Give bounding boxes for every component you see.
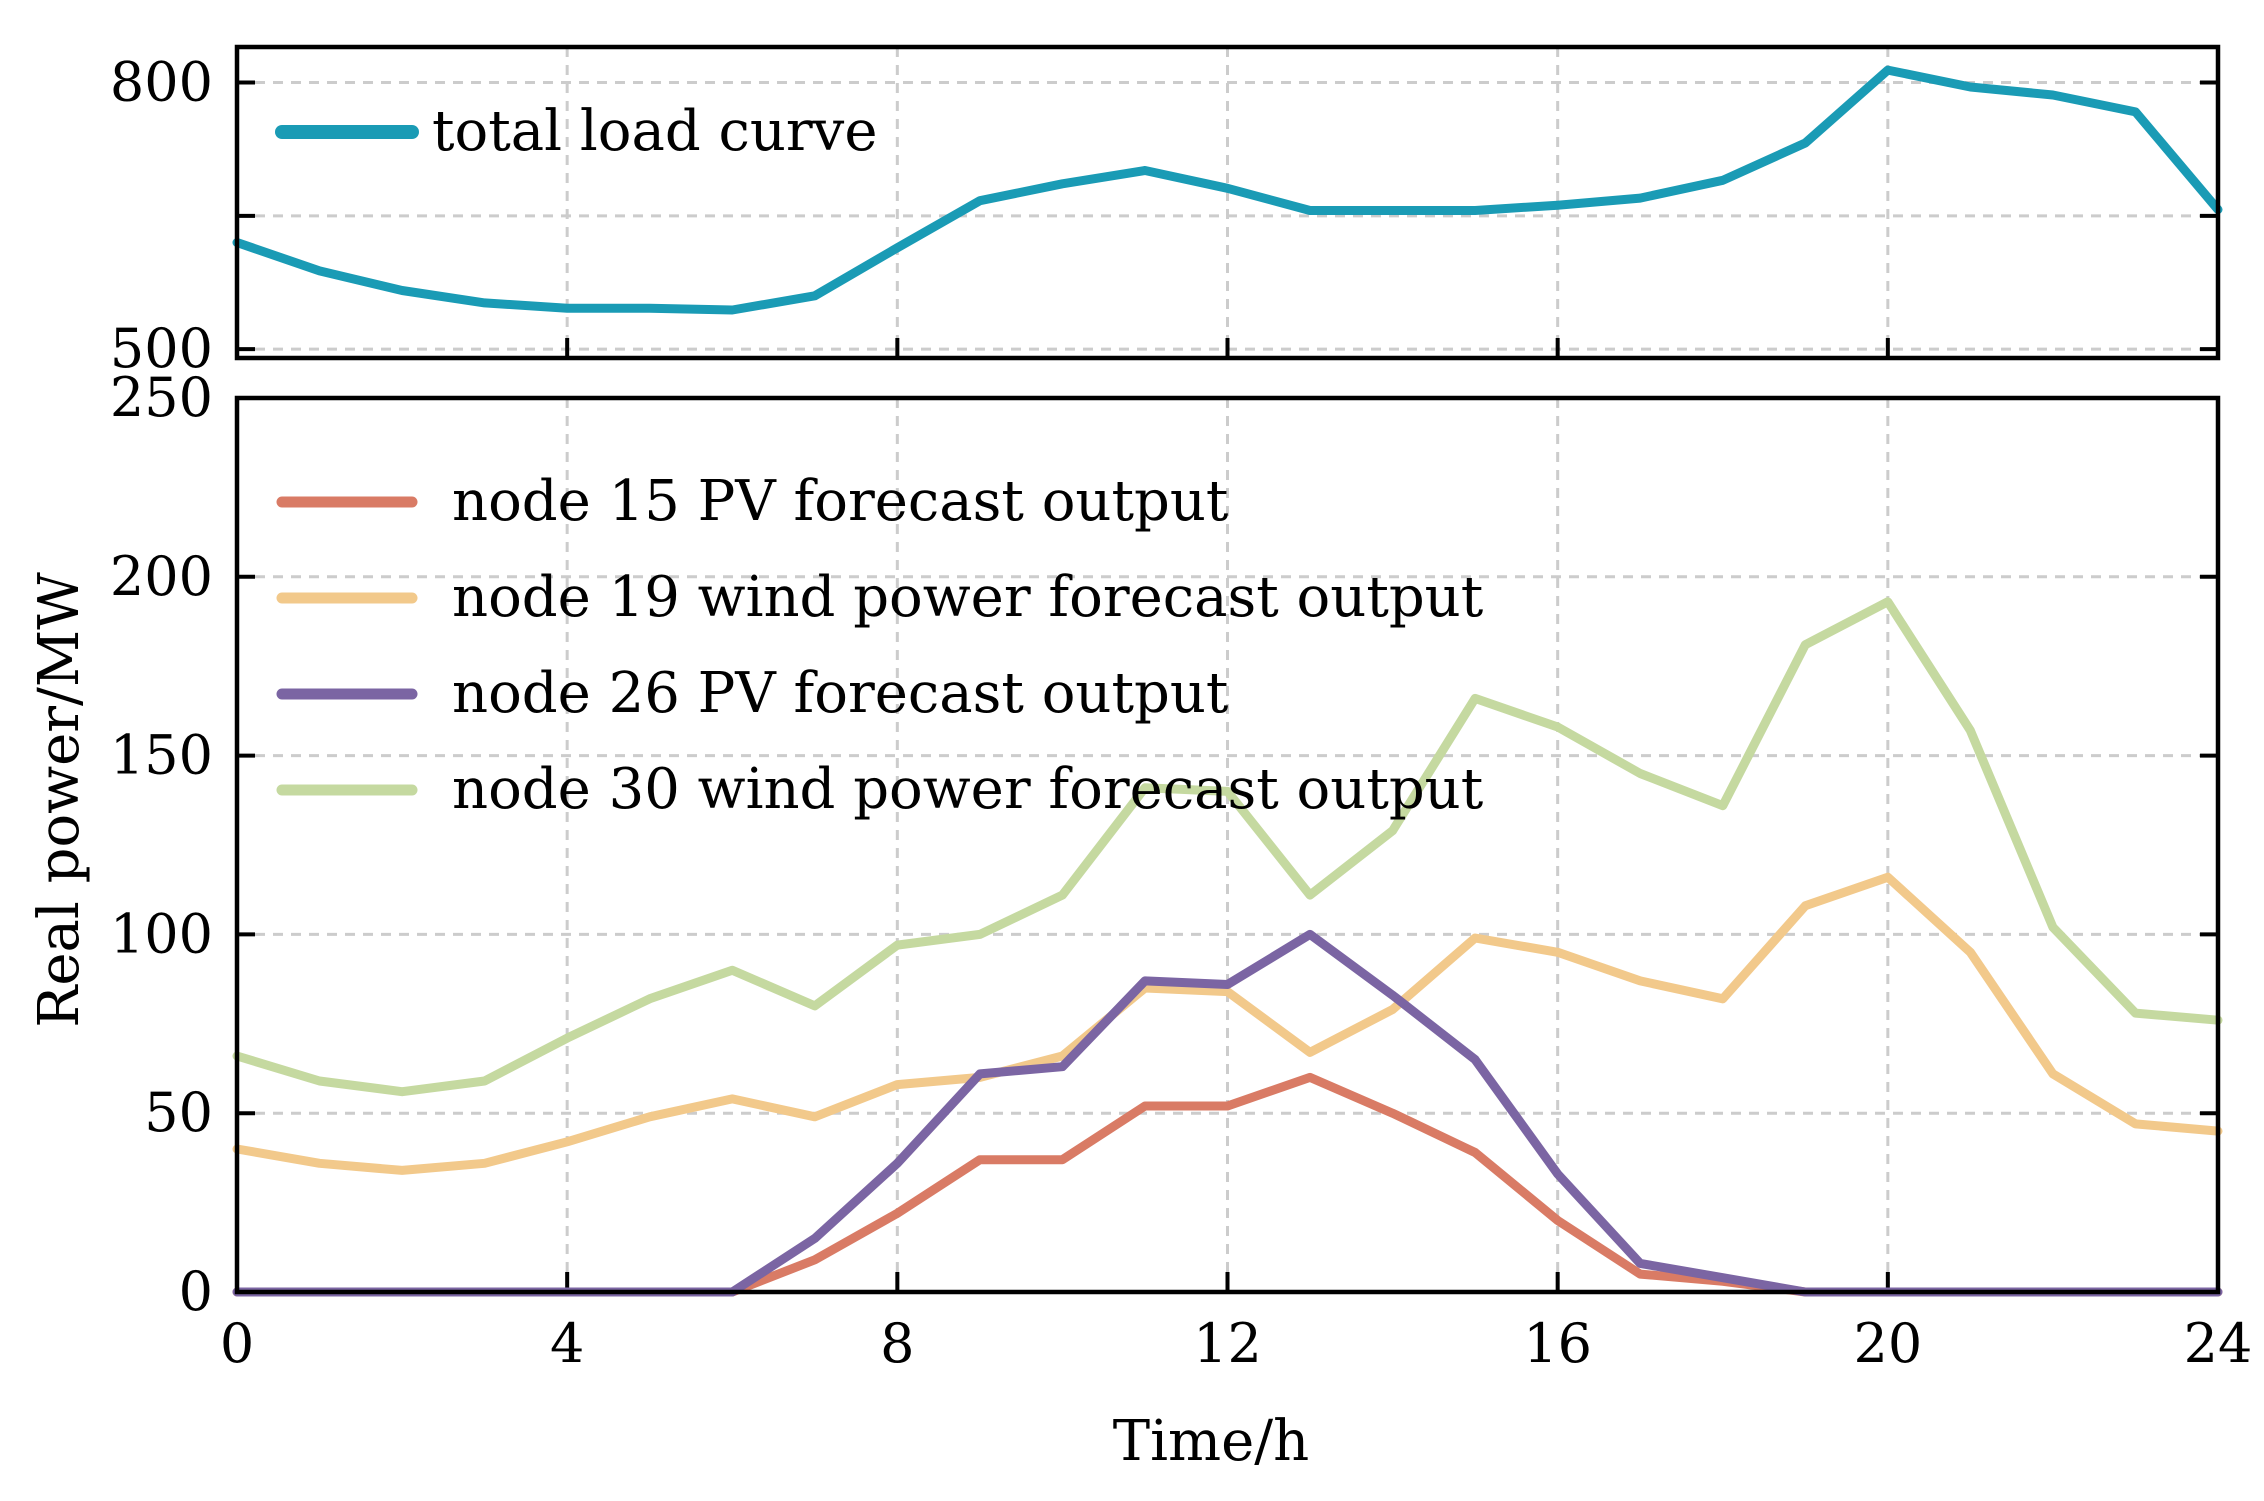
legend-label-1: total load curve [432, 99, 877, 164]
bottom-y-tick-label: 200 [110, 545, 213, 608]
x-tick-label: 4 [550, 1312, 584, 1375]
series-line-node-19-wind-power-forecast-output [232, 872, 2223, 1175]
bottom-y-tick-label: 150 [110, 724, 213, 787]
x-axis-label: Time/h [1113, 1409, 1309, 1474]
x-tick-label: 16 [1523, 1312, 1592, 1375]
legend-label-4: node 30 wind power forecast output [452, 757, 1484, 822]
legend-label-1: node 15 PV forecast output [452, 469, 1229, 534]
top-y-tick-label: 800 [110, 51, 213, 114]
x-tick-label: 8 [880, 1312, 914, 1375]
bottom-y-tick-label: 100 [110, 902, 213, 965]
y-axis-label: Real power/MW [27, 572, 92, 1028]
series-line-node-15-pv-forecast-output [232, 1072, 2223, 1297]
bottom-plot-frame [234, 395, 2221, 1295]
x-tick-label: 0 [220, 1312, 254, 1375]
legend-label-2: node 19 wind power forecast output [452, 565, 1484, 630]
legend-label-3: node 26 PV forecast output [452, 661, 1229, 726]
bottom-y-tick-label: 50 [144, 1081, 213, 1144]
series-line-total-load-curve [232, 65, 2223, 315]
bottom-y-tick-label: 250 [110, 366, 213, 429]
top-plot-frame [234, 44, 2221, 361]
bottom-y-tick-label: 0 [179, 1260, 213, 1323]
x-tick-label: 24 [2184, 1312, 2253, 1375]
top-panel: 800 500 total load curve [110, 44, 2223, 380]
series-line-node-30-wind-power-forecast-output [232, 597, 2223, 1097]
x-tick-label: 12 [1193, 1312, 1262, 1375]
x-tick-label: 20 [1853, 1312, 1922, 1375]
top-y-tick-label: 500 [110, 317, 213, 380]
